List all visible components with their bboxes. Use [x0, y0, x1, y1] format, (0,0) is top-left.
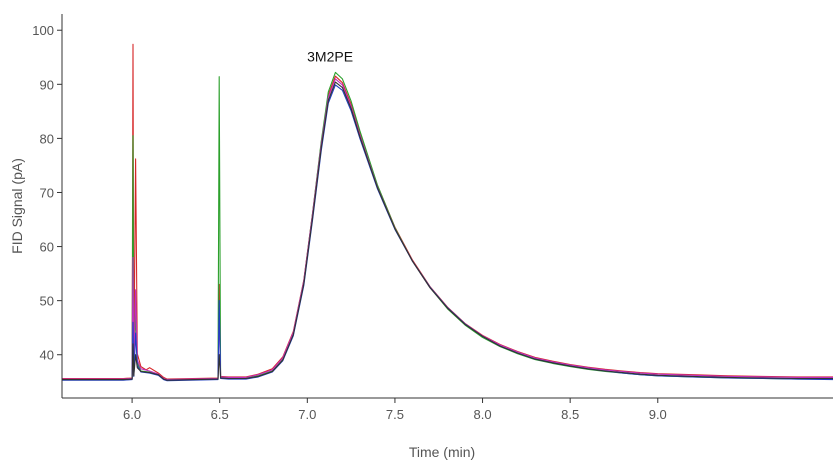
- series-traces: [62, 43, 833, 382]
- y-tick-label-3: 70: [40, 185, 54, 200]
- y-tick-label-6: 100: [32, 23, 54, 38]
- series-trace-5: [62, 81, 833, 381]
- x-tick-label-6: 9.0: [649, 407, 667, 422]
- y-tick-label-1: 50: [40, 294, 54, 309]
- x-tick-label-5: 8.5: [561, 407, 579, 422]
- series-trace-1: [62, 43, 833, 380]
- series-trace-2: [62, 71, 833, 381]
- y-axis-ticks: 40 50 60 70 80 90 100: [32, 23, 62, 363]
- series-trace-4: [62, 84, 833, 382]
- y-tick-label-5: 90: [40, 77, 54, 92]
- annotations: 3M2PE: [307, 49, 353, 65]
- x-axis-ticks: 6.0 6.5 7.0 7.5 8.0 8.5 9.0: [123, 398, 667, 422]
- x-axis-title: Time (min): [409, 444, 475, 460]
- y-axis-title: FID Signal (pA): [9, 158, 25, 254]
- peak-label-0: 3M2PE: [307, 49, 353, 65]
- x-tick-label-2: 7.0: [298, 407, 316, 422]
- x-tick-label-4: 8.0: [474, 407, 492, 422]
- x-tick-label-0: 6.0: [123, 407, 141, 422]
- y-tick-label-4: 80: [40, 131, 54, 146]
- series-trace-3: [62, 78, 833, 381]
- x-tick-label-3: 7.5: [386, 407, 404, 422]
- y-tick-label-0: 40: [40, 348, 54, 363]
- y-tick-label-2: 60: [40, 240, 54, 255]
- x-tick-label-1: 6.5: [211, 407, 229, 422]
